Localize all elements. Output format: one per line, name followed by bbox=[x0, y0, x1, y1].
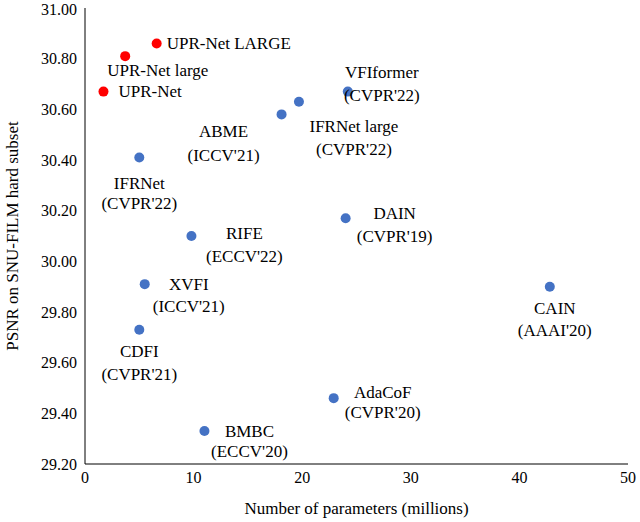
svg-text:(ICCV'21): (ICCV'21) bbox=[153, 297, 225, 316]
svg-text:(ECCV'22): (ECCV'22) bbox=[206, 247, 283, 266]
svg-text:(CVPR'19): (CVPR'19) bbox=[357, 227, 433, 246]
svg-text:50: 50 bbox=[620, 469, 632, 486]
svg-text:IFRNet large: IFRNet large bbox=[309, 117, 398, 136]
svg-text:10: 10 bbox=[186, 469, 202, 486]
svg-text:29.20: 29.20 bbox=[41, 456, 77, 473]
svg-text:IFRNet: IFRNet bbox=[114, 174, 165, 193]
svg-text:30.80: 30.80 bbox=[41, 50, 77, 67]
svg-text:(AAAI'20): (AAAI'20) bbox=[518, 321, 592, 340]
svg-text:0: 0 bbox=[81, 469, 89, 486]
svg-text:31.00: 31.00 bbox=[41, 1, 77, 18]
svg-text:30: 30 bbox=[403, 469, 419, 486]
svg-text:CAIN: CAIN bbox=[534, 299, 576, 318]
svg-text:RIFE: RIFE bbox=[226, 224, 263, 243]
svg-text:ABME: ABME bbox=[199, 122, 248, 141]
svg-text:40: 40 bbox=[511, 469, 527, 486]
svg-text:20: 20 bbox=[294, 469, 310, 486]
svg-text:BMBC: BMBC bbox=[225, 422, 274, 441]
svg-text:30.20: 30.20 bbox=[41, 202, 77, 219]
svg-text:UPR-Net LARGE: UPR-Net LARGE bbox=[167, 34, 291, 53]
svg-text:UPR-Net large: UPR-Net large bbox=[107, 61, 208, 80]
svg-text:UPR-Net: UPR-Net bbox=[118, 82, 182, 101]
svg-text:29.60: 29.60 bbox=[41, 354, 77, 371]
svg-text:30.40: 30.40 bbox=[41, 152, 77, 169]
svg-text:DAIN: DAIN bbox=[373, 204, 416, 223]
svg-text:VFIformer: VFIformer bbox=[345, 63, 419, 82]
svg-text:(ICCV'21): (ICCV'21) bbox=[188, 146, 260, 165]
svg-text:Number of parameters (millions: Number of parameters (millions) bbox=[244, 499, 468, 518]
svg-text:PSNR on SNU-FILM hard subset: PSNR on SNU-FILM hard subset bbox=[8, 121, 22, 351]
svg-text:(CVPR'20): (CVPR'20) bbox=[345, 403, 421, 422]
svg-text:29.40: 29.40 bbox=[41, 405, 77, 422]
svg-text:30.60: 30.60 bbox=[41, 101, 77, 118]
svg-text:(CVPR'22): (CVPR'22) bbox=[101, 194, 177, 213]
svg-text:CDFI: CDFI bbox=[120, 342, 159, 361]
svg-text:(CVPR'21): (CVPR'21) bbox=[101, 365, 177, 384]
svg-text:(CVPR'22): (CVPR'22) bbox=[344, 86, 420, 105]
svg-text:AdaCoF: AdaCoF bbox=[354, 383, 412, 402]
svg-text:(CVPR'22): (CVPR'22) bbox=[316, 140, 392, 159]
svg-text:XVFI: XVFI bbox=[169, 275, 209, 294]
svg-text:30.00: 30.00 bbox=[41, 253, 77, 270]
svg-text:29.80: 29.80 bbox=[41, 304, 77, 321]
svg-text:(ECCV'20): (ECCV'20) bbox=[211, 442, 288, 461]
